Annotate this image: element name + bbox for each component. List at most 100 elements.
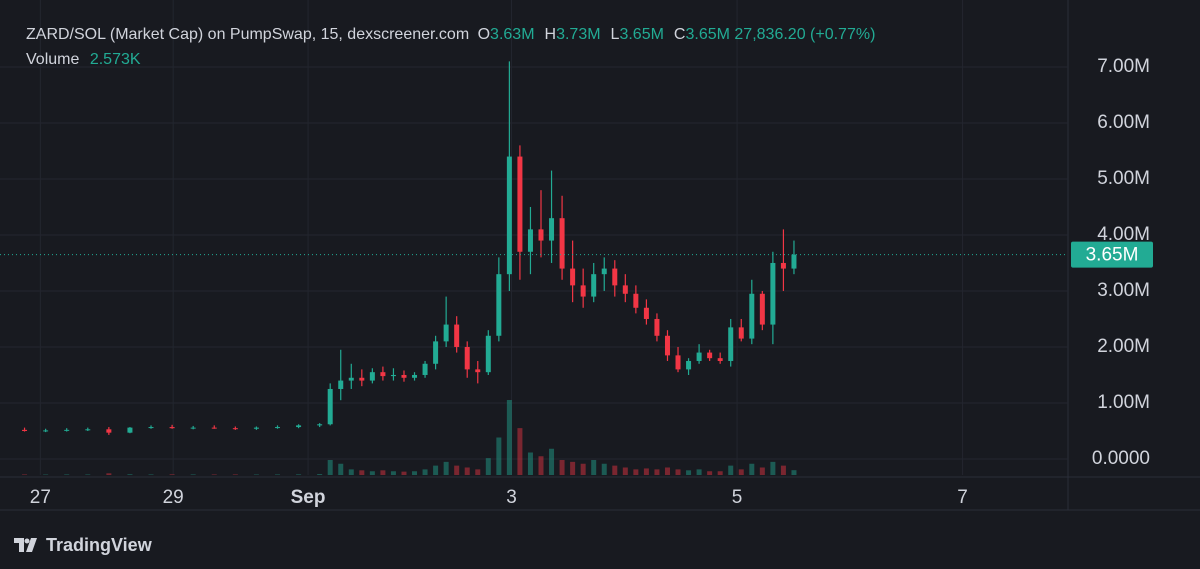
volume-bar [485, 458, 491, 475]
volume-bar [506, 400, 512, 475]
readout-value: 3.63M [490, 26, 535, 43]
volume-bar [338, 463, 344, 475]
volume-bar [148, 474, 154, 475]
volume-bar [696, 469, 702, 475]
x-tick-label: 5 [732, 487, 743, 508]
candle-body [401, 374, 407, 378]
price-tag [1071, 241, 1153, 268]
candle-body [485, 335, 491, 373]
candle-body [717, 358, 723, 361]
volume-bar [654, 469, 660, 475]
candle-body [380, 372, 386, 377]
symbol-title: ZARD/SOL (Market Cap) on PumpSwap, 15, d… [26, 26, 470, 43]
candle-body [612, 268, 618, 286]
volume-bar [664, 467, 670, 475]
candle-body [296, 425, 302, 428]
candle-body [359, 377, 365, 381]
volume-bar [317, 474, 323, 475]
volume-bar [422, 469, 428, 475]
readout-key: L [610, 26, 620, 43]
candle-body [348, 377, 354, 381]
volume-bar [770, 461, 776, 475]
volume-bar [538, 456, 544, 475]
volume-bar [232, 474, 238, 475]
volume-bar [85, 474, 91, 475]
candle-body [549, 218, 555, 241]
candle-body [759, 293, 765, 325]
header: ZARD/SOL (Market Cap) on PumpSwap, 15, d… [26, 26, 875, 44]
candle-body [454, 324, 460, 347]
readout-value: 3.65M [619, 26, 664, 43]
readout-key: O [477, 26, 491, 43]
candle-body [169, 427, 175, 429]
volume-bar [433, 465, 439, 475]
candle-body [390, 374, 396, 377]
volume-bar [327, 460, 333, 475]
volume-bar [601, 463, 607, 475]
volume-bar [127, 474, 133, 475]
candle-body [433, 341, 439, 364]
volume-bar [759, 467, 765, 475]
volume-bar [443, 461, 449, 475]
readout-value: 3.65M [685, 26, 730, 43]
volume-bar [369, 471, 375, 475]
y-tick-label: 7.00M [1097, 56, 1150, 77]
y-tick-label: 2.00M [1097, 336, 1150, 357]
candle-body [654, 318, 660, 336]
grid [0, 0, 1068, 475]
volume-bar [106, 473, 112, 475]
volume-bar [738, 469, 744, 475]
candle-body [675, 355, 681, 370]
volume-bar [475, 469, 481, 475]
candle-body [780, 262, 786, 269]
volume-bar [591, 460, 597, 475]
volume-bar [296, 474, 302, 475]
volume-bar [22, 474, 28, 475]
volume-bar [169, 474, 175, 475]
candle-body [664, 335, 670, 356]
volume-bar [359, 470, 365, 475]
candle-body [622, 285, 628, 294]
candle-body [443, 324, 449, 342]
candle-body [253, 427, 259, 429]
volume-bar [643, 468, 649, 475]
volume-bar [211, 474, 217, 475]
candle-body [591, 274, 597, 297]
volume-title: Volume [26, 51, 80, 68]
candle-body [506, 156, 512, 275]
volume-bar [464, 467, 470, 475]
volume-readout: 2.573K [89, 51, 141, 68]
y-tick-label: 5.00M [1097, 168, 1150, 189]
x-tick-label: Sep [291, 487, 326, 508]
y-tick-label: 1.00M [1097, 392, 1150, 413]
candle-body [64, 429, 70, 431]
readout-key: C [673, 26, 686, 43]
y-tick-label: 3.00M [1097, 280, 1150, 301]
candle-body [127, 427, 133, 433]
volume-bar [570, 461, 576, 475]
volume-bar [190, 474, 196, 475]
volume-bar [401, 471, 407, 475]
volume-bar [633, 469, 639, 475]
volume-bar [527, 452, 533, 475]
volume-bar [686, 470, 692, 475]
brand-logo [14, 537, 37, 552]
candle-body [475, 369, 481, 373]
y-tick-label: 0.0000 [1092, 448, 1150, 469]
volume-bar [559, 460, 565, 475]
candle-body [275, 427, 280, 429]
candle-body [412, 374, 418, 378]
candle-body [686, 360, 692, 370]
volume-bar [412, 471, 418, 475]
volume-bar [348, 469, 354, 475]
brand[interactable]: TradingView [14, 535, 152, 556]
volume-bar [780, 465, 786, 475]
candle-body [211, 427, 217, 429]
volume-bar [549, 448, 555, 475]
candle-body [738, 327, 744, 339]
change: 27,836.20 (+0.77%) [734, 26, 876, 43]
candle-body [85, 429, 91, 431]
candle-body [464, 346, 470, 370]
candle-body [496, 274, 502, 336]
